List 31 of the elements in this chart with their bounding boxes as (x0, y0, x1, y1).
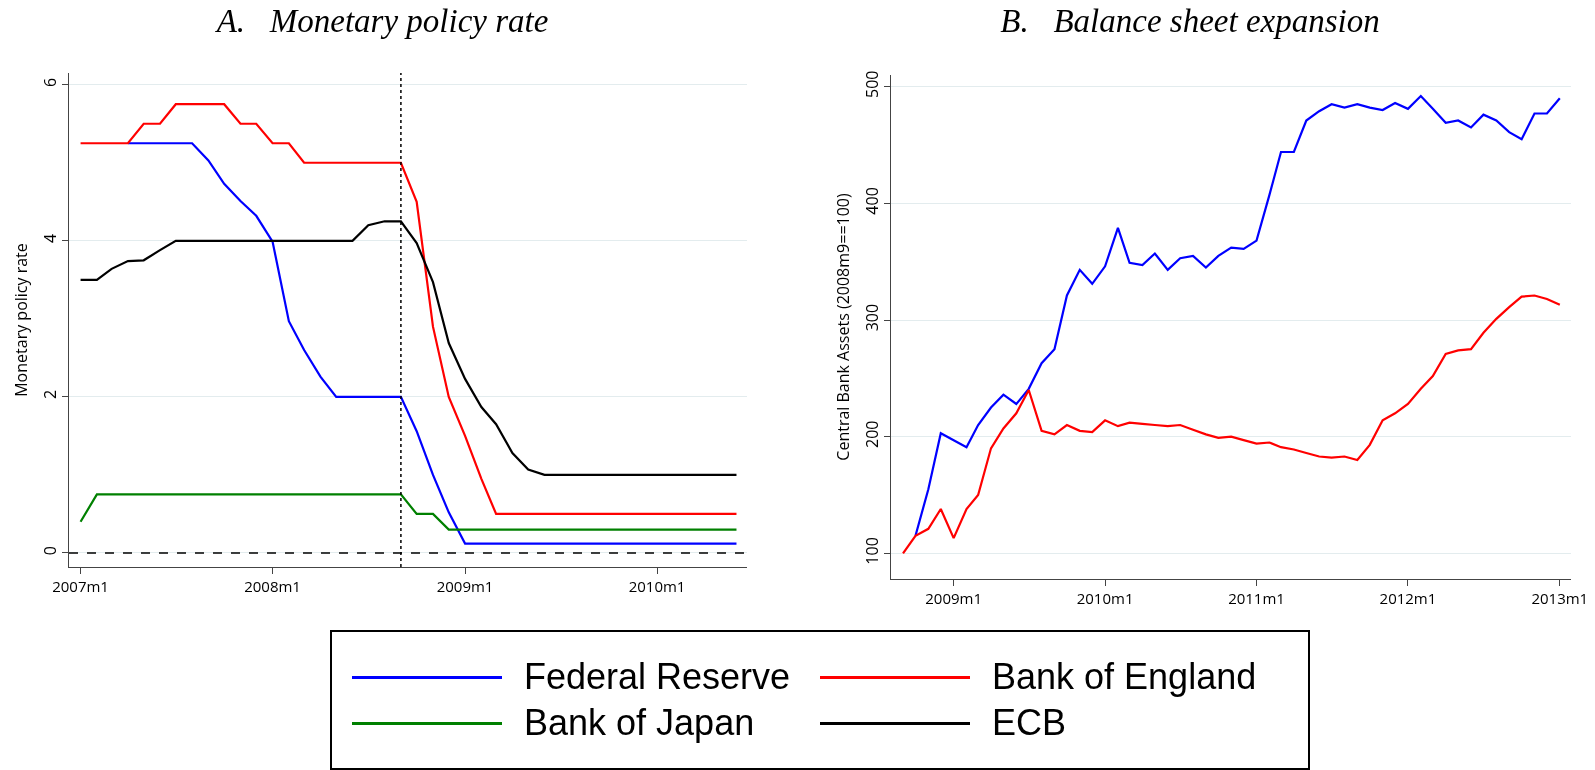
y-tick-label: 400 (860, 187, 883, 215)
x-tick-label: 2011m1 (1228, 588, 1285, 608)
legend-label: Federal Reserve (524, 656, 791, 698)
y-tick-label: 200 (860, 420, 883, 448)
chart-title: A. Monetary policy rate (214, 3, 549, 40)
x-tick-label: 2009m1 (436, 576, 494, 596)
x-tick-label: 2010m1 (628, 576, 686, 596)
line-series (914, 94, 1561, 537)
line-series (126, 142, 738, 545)
x-tick-label: 2010m1 (1076, 588, 1134, 608)
x-tick-label: 2008m1 (244, 576, 301, 596)
legend-label: ECB (992, 702, 1067, 744)
y-axis-title: Monetary policy rate (10, 243, 33, 397)
y-axis-title: Central Bank Assets (2008m9==100) (832, 193, 855, 461)
x-tick-label: 2013m1 (1531, 588, 1589, 608)
y-tick-label: 6 (38, 77, 61, 87)
y-tick-label: 100 (860, 537, 883, 565)
legend-label: Bank of Japan (524, 702, 755, 744)
x-tick-label: 2009m1 (925, 588, 983, 608)
line-series (901, 294, 1561, 555)
y-tick-label: 2 (38, 389, 61, 400)
x-tick-label: 2012m1 (1379, 588, 1437, 608)
y-tick-label: 300 (860, 303, 883, 332)
legend-label: Bank of England (992, 656, 1257, 698)
line-series (79, 493, 738, 531)
line-series (79, 103, 738, 516)
x-tick-label: 2007m1 (52, 576, 109, 596)
y-tick-label: 0 (38, 545, 61, 556)
chart-title: B. Balance sheet expansion (1000, 3, 1380, 40)
y-tick-label: 500 (860, 70, 883, 98)
y-tick-label: 4 (38, 233, 61, 243)
